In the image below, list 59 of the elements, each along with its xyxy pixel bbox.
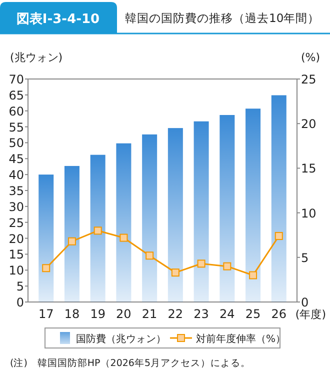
point [223, 262, 232, 270]
legend-label: 国防費（兆ウォン） [76, 333, 166, 345]
bar [64, 166, 80, 302]
bar [271, 95, 286, 302]
bar [168, 128, 183, 302]
point [94, 226, 102, 235]
x-tick-label: 25 [245, 307, 261, 321]
x-tick-label: 24 [220, 307, 235, 321]
y-tick-label: 35 [8, 184, 24, 198]
y2-tick-label: 0 [301, 296, 309, 310]
chart-title: 図表Ⅰ-3-4-10 [16, 12, 100, 27]
x-tick-label: 20 [116, 307, 132, 321]
y-tick-label: 0 [16, 296, 24, 310]
y-tick-label: 10 [8, 264, 24, 278]
y-tick-label: 30 [8, 200, 24, 214]
y2-tick-label: 10 [301, 206, 316, 220]
x-axis-title: (年度) [295, 308, 326, 321]
y-tick-label: 65 [8, 88, 24, 102]
x-tick-label: 19 [90, 307, 106, 321]
x-tick-label: 17 [38, 307, 54, 321]
y2-tick-label: 25 [301, 72, 316, 86]
point [249, 271, 258, 280]
y-tick-label: 20 [8, 232, 24, 246]
x-tick-label: 26 [271, 307, 287, 321]
bar [220, 115, 235, 302]
y-tick-label: 40 [8, 168, 24, 182]
bar [38, 174, 54, 302]
y-tick-label: 70 [8, 72, 24, 86]
point [274, 232, 283, 240]
y-tick-label: 50 [8, 136, 24, 150]
y2-tick-label: 20 [301, 117, 316, 132]
x-tick-label: 21 [142, 307, 158, 321]
bar [116, 143, 132, 302]
x-tick-label: 18 [64, 307, 80, 321]
bar [194, 121, 209, 302]
point [171, 268, 180, 277]
bar [246, 108, 261, 302]
bar [90, 154, 106, 302]
y2-tick-label: 15 [301, 162, 316, 176]
bar [142, 134, 158, 302]
y-tick-label: 60 [8, 104, 24, 118]
legend-label: 対前年度伸率（%） [196, 333, 286, 345]
point [120, 234, 128, 242]
point [42, 264, 50, 272]
y2-tick-label: 5 [301, 250, 309, 265]
chart-subtitle: 韓国の国防費の推移（過去10年間） [125, 11, 320, 25]
y-tick-label: 25 [8, 216, 24, 230]
y-tick-label: 5 [16, 280, 24, 294]
text: (注) 韓国国防部HP（2026年5月アクセス）による。 [10, 357, 251, 369]
point [68, 237, 76, 246]
y-axis-title: (兆ウォン) [10, 51, 63, 64]
point [197, 260, 206, 268]
y-tick-label: 15 [8, 248, 24, 262]
point [146, 252, 154, 260]
y-tick-label: 55 [8, 120, 24, 134]
y-tick-label: 45 [8, 152, 24, 166]
y2-axis-title: (%) [300, 51, 320, 64]
x-tick-label: 22 [168, 307, 184, 321]
x-tick-label: 23 [194, 307, 209, 321]
